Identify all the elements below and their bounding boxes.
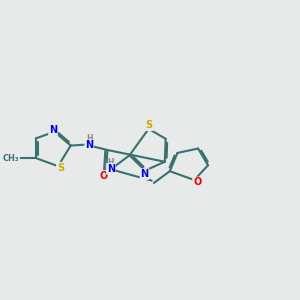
- Text: N: N: [49, 125, 57, 135]
- Text: H: H: [108, 158, 114, 167]
- Text: N: N: [107, 164, 115, 174]
- Text: O: O: [193, 177, 201, 187]
- Text: S: S: [146, 120, 153, 130]
- Text: H: H: [86, 134, 92, 143]
- Text: N: N: [85, 140, 93, 150]
- Text: N: N: [140, 169, 148, 179]
- Text: O: O: [100, 171, 108, 181]
- Text: CH₃: CH₃: [3, 154, 19, 163]
- Text: S: S: [57, 163, 64, 172]
